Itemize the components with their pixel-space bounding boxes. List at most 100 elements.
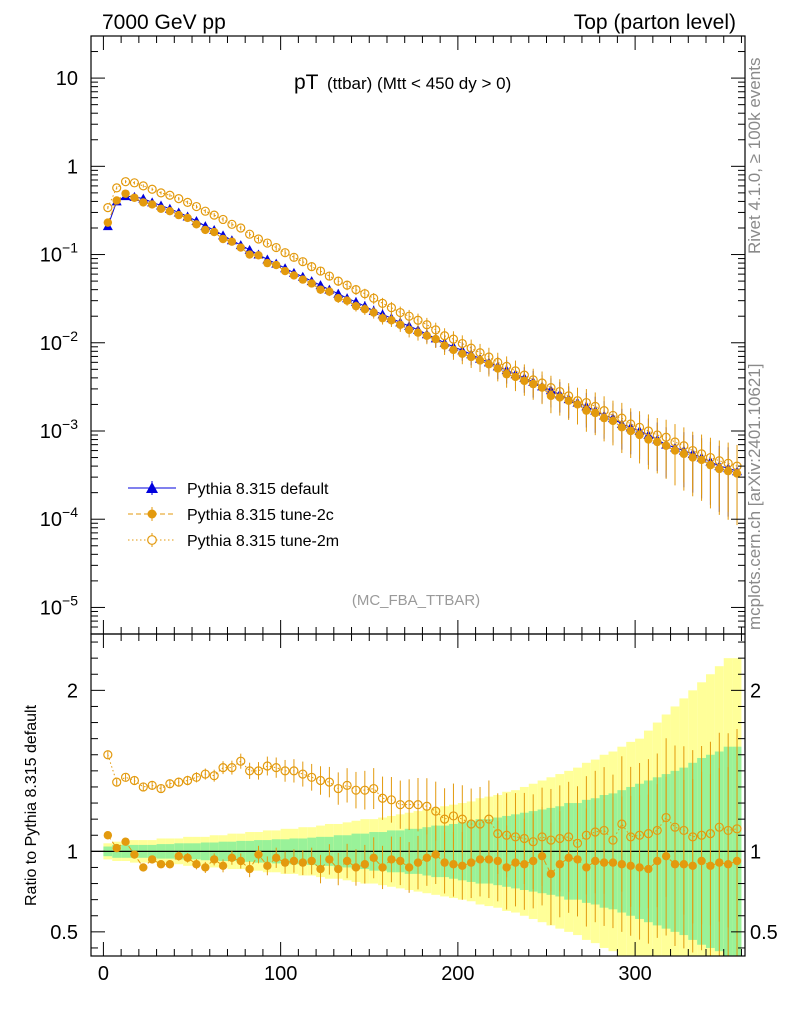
data-point bbox=[714, 456, 724, 466]
ratio-point bbox=[732, 824, 742, 834]
data-point bbox=[608, 410, 618, 421]
data-point bbox=[218, 234, 228, 244]
ratio-point bbox=[191, 772, 202, 782]
legend-label: Pythia 8.315 tune-2m bbox=[187, 533, 339, 550]
ratio-point bbox=[475, 819, 485, 829]
ratio-point bbox=[679, 825, 689, 836]
ratio-point bbox=[440, 858, 449, 867]
data-point bbox=[360, 289, 370, 299]
data-point bbox=[316, 285, 325, 294]
analysis-tag: (MC_FBA_TTBAR) bbox=[352, 592, 480, 609]
ratio-point bbox=[670, 822, 680, 832]
ratio-point bbox=[227, 853, 237, 862]
data-point bbox=[191, 201, 202, 212]
ratio-y-tick-label: 2 bbox=[67, 680, 78, 702]
data-point bbox=[130, 193, 139, 202]
ratio-point bbox=[209, 855, 219, 864]
ratio-y-tick-label-right: 1 bbox=[750, 841, 761, 863]
data-point bbox=[519, 370, 529, 380]
ratio-point bbox=[112, 843, 121, 853]
ratio-point bbox=[572, 838, 583, 848]
series-line bbox=[107, 181, 738, 467]
data-point bbox=[227, 237, 237, 246]
data-point bbox=[253, 234, 264, 244]
ratio-point bbox=[652, 825, 662, 836]
ratio-point bbox=[139, 863, 148, 872]
data-point bbox=[156, 204, 166, 213]
data-point bbox=[422, 320, 432, 330]
ratio-point bbox=[254, 850, 263, 859]
ratio-point bbox=[599, 825, 609, 836]
x-tick-label: 200 bbox=[441, 963, 474, 985]
process-label: Top (parton level) bbox=[574, 11, 736, 34]
data-point bbox=[386, 303, 397, 313]
ratio-point bbox=[404, 800, 414, 810]
ratio-point bbox=[458, 861, 467, 871]
data-point bbox=[280, 266, 290, 276]
data-point bbox=[396, 320, 405, 329]
data-point bbox=[528, 375, 538, 385]
data-point bbox=[617, 413, 627, 423]
data-point bbox=[670, 437, 680, 447]
ratio-point bbox=[555, 833, 565, 844]
data-point bbox=[440, 341, 449, 350]
ratio-point bbox=[502, 830, 512, 840]
data-point bbox=[572, 396, 583, 406]
data-point bbox=[254, 251, 263, 260]
data-point bbox=[439, 331, 450, 341]
ratio-point bbox=[537, 832, 547, 842]
data-point bbox=[634, 422, 645, 432]
data-point bbox=[404, 311, 414, 321]
y-tick-label: 10−1 bbox=[40, 240, 78, 267]
rivet-version-label: Rivet 4.1.0, ≥ 100k events bbox=[745, 58, 764, 254]
data-point bbox=[395, 307, 405, 318]
data-point bbox=[377, 298, 388, 308]
data-point bbox=[342, 280, 352, 290]
data-point bbox=[387, 316, 396, 325]
data-point bbox=[165, 190, 175, 200]
ratio-point bbox=[378, 863, 387, 872]
ratio-point bbox=[626, 832, 636, 842]
ratio-point bbox=[564, 832, 574, 842]
ratio-point bbox=[218, 763, 228, 773]
data-point bbox=[723, 458, 733, 468]
ratio-point bbox=[289, 856, 299, 866]
ratio-point bbox=[643, 829, 654, 839]
data-point bbox=[502, 361, 512, 371]
ratio-point bbox=[413, 800, 423, 810]
ratio-point bbox=[431, 850, 440, 859]
legend-marker bbox=[147, 509, 157, 519]
data-point bbox=[643, 426, 654, 436]
ratio-point bbox=[129, 775, 140, 786]
data-point bbox=[475, 348, 485, 358]
data-point bbox=[112, 196, 121, 205]
ratio-point bbox=[192, 860, 201, 869]
data-point bbox=[351, 301, 361, 311]
data-point bbox=[705, 452, 716, 463]
ratio-point bbox=[608, 835, 618, 845]
x-tick-label: 300 bbox=[618, 963, 651, 985]
data-point bbox=[466, 343, 476, 353]
data-point bbox=[272, 260, 281, 270]
ratio-point bbox=[272, 853, 281, 862]
main-marks bbox=[102, 177, 743, 526]
ratio-point bbox=[253, 766, 264, 776]
data-point bbox=[200, 206, 210, 216]
data-point bbox=[413, 315, 423, 325]
data-point bbox=[147, 200, 157, 209]
data-point bbox=[546, 383, 556, 393]
legend-label: Pythia 8.315 tune-2c bbox=[187, 507, 334, 524]
data-point bbox=[369, 308, 378, 317]
data-point bbox=[138, 181, 148, 191]
ratio-point bbox=[218, 861, 228, 871]
main-axes: 10−5 10−4 10−3 10−2 10−1 1 10 bbox=[40, 35, 745, 634]
ratio-point bbox=[120, 772, 131, 782]
data-point bbox=[103, 203, 113, 213]
ratio-point bbox=[209, 771, 219, 781]
main-panel: 10−5 10−4 10−3 10−2 10−1 1 10 pT (ttbar) (Mtt … bbox=[40, 35, 746, 635]
data-point bbox=[325, 287, 334, 296]
data-point bbox=[263, 258, 272, 268]
data-point bbox=[510, 366, 521, 376]
ratio-point bbox=[280, 766, 290, 776]
data-point bbox=[581, 397, 591, 408]
